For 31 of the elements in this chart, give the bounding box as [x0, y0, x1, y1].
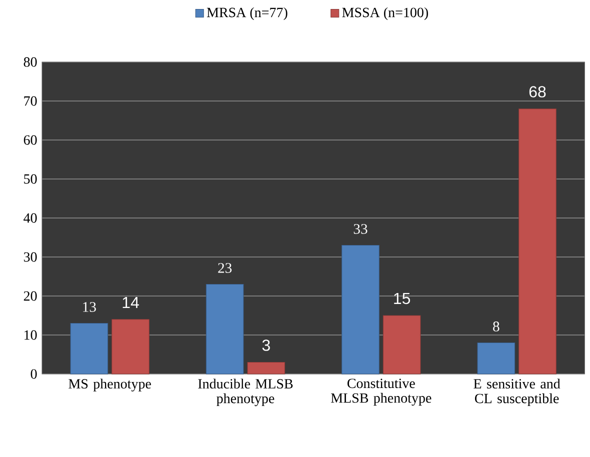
- data-label: 68: [529, 86, 546, 98]
- legend-label: MRSA (n=77): [206, 7, 288, 20]
- y-tick-label: 10: [24, 330, 37, 340]
- bar: [382, 315, 421, 374]
- data-label: 13: [83, 302, 96, 312]
- legend-label: MSSA (n=100): [342, 7, 428, 20]
- data-label: 14: [122, 297, 139, 308]
- data-label: 3: [262, 340, 270, 351]
- y-tick-label: 30: [24, 252, 37, 262]
- x-tick-label: Inducible MLSB phenotype: [198, 378, 293, 406]
- bar: [342, 245, 380, 374]
- bar: [477, 342, 516, 374]
- x-tick-label: MS phenotype: [68, 378, 151, 392]
- bar: [247, 362, 286, 374]
- y-tick-label: 60: [24, 135, 37, 145]
- bar: [70, 323, 108, 374]
- bar: [206, 284, 244, 374]
- data-label: 33: [354, 224, 368, 234]
- y-tick-label: 20: [24, 291, 37, 301]
- bar: [518, 108, 556, 374]
- y-tick-label: 40: [24, 213, 37, 223]
- y-tick-label: 80: [24, 57, 37, 67]
- y-tick-label: 70: [24, 96, 37, 106]
- x-tick-label: Constitutive MLSB phenotype: [331, 378, 432, 406]
- data-label: 15: [394, 292, 410, 304]
- y-tick-label: 0: [30, 369, 37, 379]
- data-label: 8: [493, 322, 500, 332]
- x-tick-label: E sensitive and CL susceptible: [474, 378, 560, 406]
- y-tick-label: 50: [24, 174, 37, 184]
- bar: [112, 319, 150, 374]
- data-label: 23: [218, 263, 232, 273]
